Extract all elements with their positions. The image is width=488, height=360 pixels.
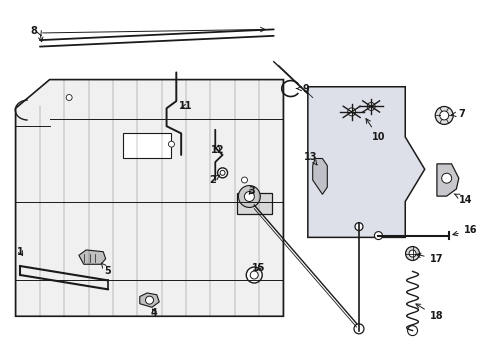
- Text: 18: 18: [415, 304, 442, 321]
- Circle shape: [354, 222, 362, 231]
- Polygon shape: [16, 80, 283, 316]
- Bar: [122, 134, 171, 158]
- Polygon shape: [79, 250, 105, 264]
- Text: 1: 1: [17, 247, 24, 257]
- Text: 11: 11: [179, 102, 192, 112]
- Circle shape: [241, 177, 247, 183]
- Circle shape: [407, 326, 417, 336]
- Polygon shape: [312, 158, 326, 194]
- Text: 15: 15: [252, 263, 265, 273]
- Circle shape: [220, 170, 224, 175]
- Text: 14: 14: [453, 194, 472, 205]
- Circle shape: [250, 271, 258, 279]
- Text: 10: 10: [365, 119, 385, 142]
- Text: 8: 8: [31, 26, 38, 36]
- Circle shape: [439, 111, 448, 120]
- Circle shape: [347, 108, 355, 116]
- Bar: [237, 193, 271, 215]
- Circle shape: [168, 141, 174, 147]
- Text: 9: 9: [296, 84, 308, 94]
- Polygon shape: [307, 87, 424, 237]
- Circle shape: [353, 324, 363, 334]
- Circle shape: [408, 250, 415, 257]
- Circle shape: [374, 231, 382, 239]
- Text: 12: 12: [210, 144, 224, 154]
- Circle shape: [366, 103, 374, 111]
- Circle shape: [441, 173, 451, 183]
- Text: 16: 16: [452, 225, 476, 236]
- Circle shape: [217, 168, 227, 178]
- Text: 17: 17: [415, 253, 442, 264]
- Circle shape: [244, 192, 254, 202]
- Circle shape: [238, 185, 260, 207]
- Text: 4: 4: [151, 308, 158, 318]
- Circle shape: [145, 296, 153, 304]
- Circle shape: [405, 247, 419, 261]
- Circle shape: [434, 107, 452, 125]
- Text: 7: 7: [450, 109, 464, 119]
- Circle shape: [246, 267, 262, 283]
- Text: 13: 13: [303, 152, 316, 165]
- Text: 5: 5: [102, 263, 111, 276]
- Text: 3: 3: [248, 186, 255, 196]
- Polygon shape: [436, 164, 458, 196]
- Text: 2: 2: [209, 175, 219, 185]
- Circle shape: [66, 95, 72, 100]
- Polygon shape: [140, 293, 159, 307]
